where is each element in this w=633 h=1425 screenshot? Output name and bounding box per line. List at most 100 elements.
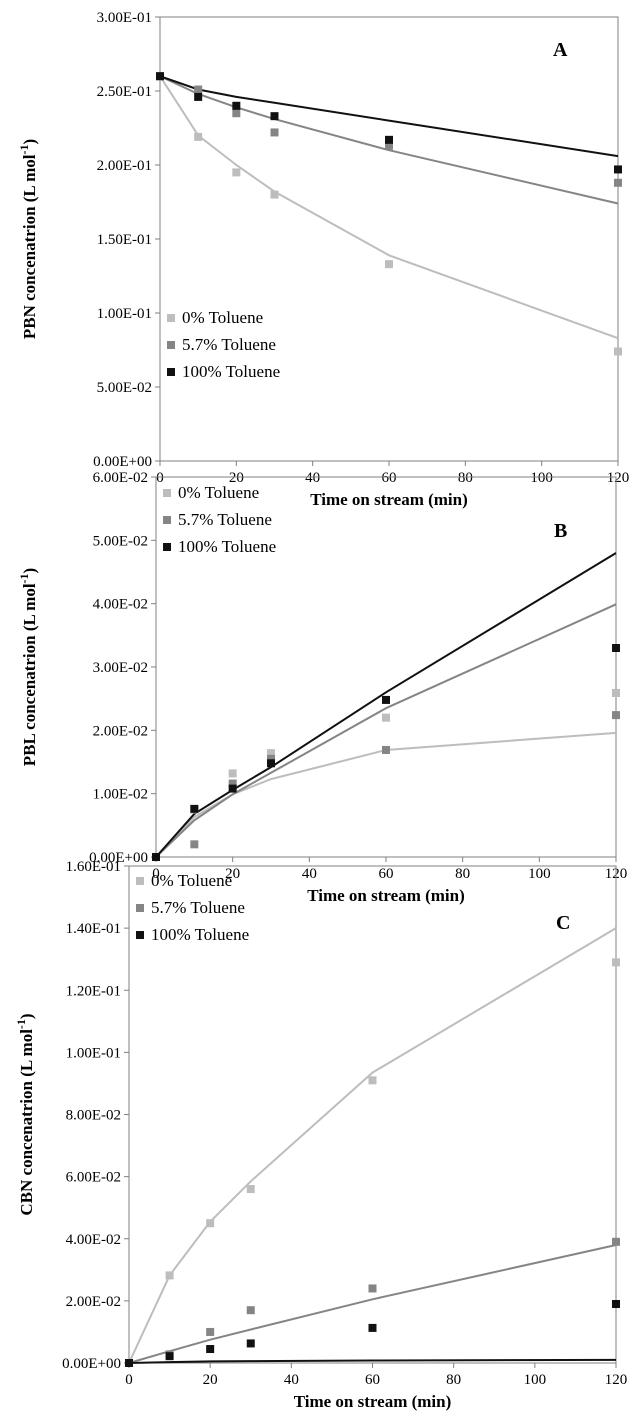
chart-panel-a: 0.00E+00 5.00E-02 1.00E-01 1.50E-01 2.00E-01… <box>17 10 629 509</box>
y-tick-label: 8.00E-02 <box>66 1108 121 1124</box>
y-tick-label: 0.00E+00 <box>89 850 148 866</box>
x-axis-title: Time on stream (min) <box>310 490 468 509</box>
x-tick-label: 40 <box>284 1372 299 1388</box>
data-point <box>270 112 279 121</box>
legend-label: 0% Toluene <box>182 308 263 327</box>
y-tick-label: 6.00E-02 <box>66 1170 121 1186</box>
plot-frame <box>159 16 619 462</box>
data-point <box>382 745 390 754</box>
legend-label: 100% Toluene <box>151 925 249 944</box>
series-fit-line <box>155 731 617 858</box>
legend-label: 5.7% Toluene <box>178 510 272 529</box>
series-fit-line <box>155 552 617 858</box>
data-point <box>385 135 393 144</box>
y-tick-label: 2.00E-01 <box>97 158 152 174</box>
x-tick-label: 80 <box>455 866 470 882</box>
legend-marker <box>136 877 144 885</box>
series-fit-line <box>128 927 617 1364</box>
y-tick-label: 2.00E-02 <box>93 723 148 739</box>
data-point <box>612 1237 620 1246</box>
y-tick-label: 0.00E+00 <box>62 1356 121 1372</box>
y-tick-label: 4.00E-02 <box>66 1232 121 1248</box>
y-tick-label: 1.40E-01 <box>66 921 121 937</box>
y-tick-label: 1.20E-01 <box>66 983 121 999</box>
data-point <box>246 1339 255 1348</box>
x-tick-label: 100 <box>528 866 551 882</box>
x-tick-label: 80 <box>446 1372 461 1388</box>
x-axis-title: Time on stream (min) <box>307 886 465 905</box>
legend-label: 0% Toluene <box>151 871 232 890</box>
y-tick-label: 5.00E-02 <box>93 533 148 549</box>
x-tick-label: 120 <box>607 470 630 486</box>
data-point <box>228 769 237 778</box>
legend-label: 0% Toluene <box>178 483 259 502</box>
y-tick-label: 3.00E-01 <box>97 10 152 26</box>
y-tick-label: 0.00E+00 <box>93 454 152 470</box>
x-tick-label: 20 <box>229 470 244 486</box>
data-point <box>612 711 620 720</box>
y-axis-title: PBL concenatrion (L mol-1) <box>17 568 39 766</box>
data-point <box>190 840 199 849</box>
data-point <box>382 713 390 722</box>
data-point <box>206 1345 215 1354</box>
y-tick-label: 4.00E-02 <box>93 597 148 613</box>
x-tick-label: 80 <box>458 470 473 486</box>
chart-panel-c: 0.00E+00 2.00E-02 4.00E-02 6.00E-02 8.00E-02… <box>14 859 627 1411</box>
legend-label: 5.7% Toluene <box>151 898 245 917</box>
data-point <box>614 165 622 174</box>
y-tick-label: 2.50E-01 <box>97 84 152 100</box>
data-point <box>368 1284 377 1293</box>
x-tick-label: 120 <box>605 1372 628 1388</box>
legend-marker <box>167 314 175 322</box>
y-axis-title: PBN concenatrion (L mol-1) <box>17 139 39 339</box>
data-point <box>206 1219 215 1228</box>
y-tick-label: 1.00E-01 <box>97 306 152 322</box>
series-fit-line <box>128 1358 617 1364</box>
x-tick-label: 40 <box>302 866 317 882</box>
data-point <box>246 1306 255 1315</box>
panel-letter: C <box>556 912 570 934</box>
y-tick-label: 1.00E-02 <box>93 787 148 803</box>
panel-letter: B <box>554 520 567 542</box>
data-point <box>612 688 620 697</box>
data-point <box>368 1323 377 1332</box>
series-fit-line <box>159 75 619 205</box>
data-point <box>385 141 393 150</box>
legend-label: 100% Toluene <box>182 362 280 381</box>
data-point <box>232 101 241 110</box>
data-point <box>270 190 279 199</box>
data-point <box>614 347 622 356</box>
data-point <box>267 759 275 768</box>
data-point <box>152 853 160 861</box>
x-tick-label: 20 <box>225 866 240 882</box>
data-point <box>368 1076 377 1085</box>
data-point <box>382 695 390 704</box>
y-tick-label: 1.00E-01 <box>66 1045 121 1061</box>
x-tick-label: 60 <box>365 1372 380 1388</box>
legend-label: 100% Toluene <box>178 537 276 556</box>
y-axis-title: CBN concenatrion (L mol-1) <box>14 1013 36 1215</box>
panel-letter: A <box>553 39 568 61</box>
data-point <box>612 1299 620 1308</box>
legend-marker <box>167 368 175 376</box>
x-tick-label: 100 <box>524 1372 547 1388</box>
data-point <box>232 109 241 118</box>
series-fit-line <box>155 603 617 858</box>
y-tick-label: 1.60E-01 <box>66 859 121 875</box>
chart-panel-b: 0.00E+00 1.00E-02 2.00E-02 3.00E-02 4.00E-02… <box>17 470 627 905</box>
data-point <box>165 1352 174 1361</box>
y-tick-label: 2.00E-02 <box>66 1294 121 1310</box>
x-tick-label: 0 <box>125 1372 133 1388</box>
x-tick-label: 20 <box>203 1372 218 1388</box>
data-point <box>194 92 203 101</box>
series-fit-line <box>159 75 619 340</box>
legend-marker <box>136 904 144 912</box>
legend-marker <box>163 516 171 524</box>
data-point <box>194 132 203 141</box>
data-point <box>612 644 620 652</box>
data-point <box>228 779 237 788</box>
x-tick-label: 0 <box>156 470 164 486</box>
data-point <box>267 754 275 763</box>
y-tick-label: 3.00E-02 <box>93 660 148 676</box>
